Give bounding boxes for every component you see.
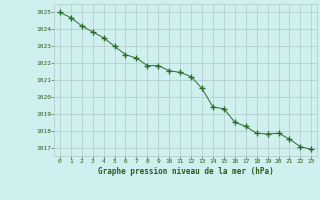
X-axis label: Graphe pression niveau de la mer (hPa): Graphe pression niveau de la mer (hPa) xyxy=(98,167,274,176)
